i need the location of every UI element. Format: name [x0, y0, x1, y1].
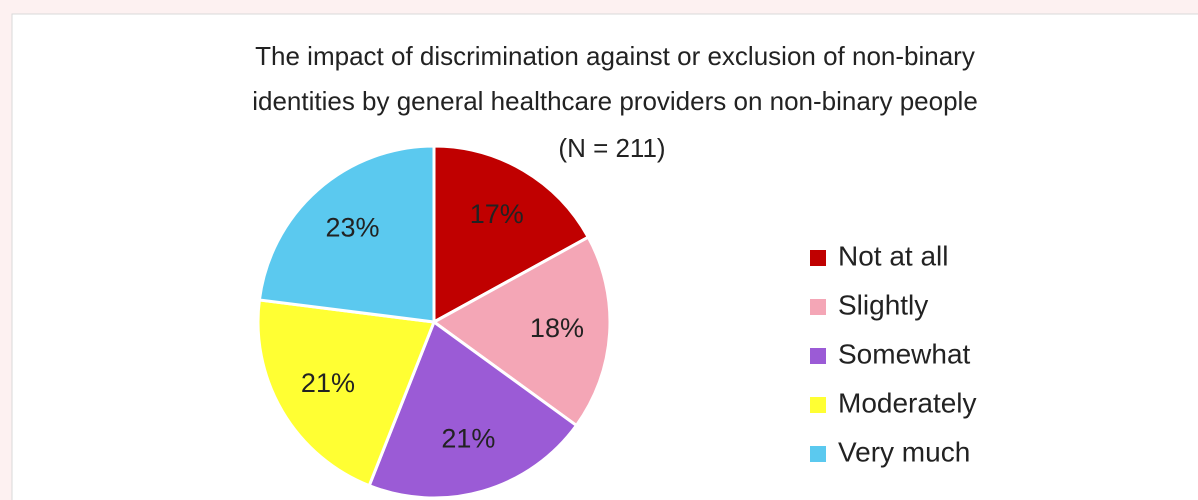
data-label: 17% [470, 199, 524, 229]
legend-label: Somewhat [838, 338, 971, 369]
data-label: 21% [441, 423, 495, 453]
legend-label: Very much [838, 436, 970, 467]
chart-area [11, 13, 1198, 500]
legend-label: Not at all [838, 240, 949, 271]
legend-swatch [810, 397, 826, 413]
legend-swatch [810, 299, 826, 315]
pie-slice [256, 298, 437, 488]
data-label: 23% [326, 213, 380, 243]
pie-slice [257, 144, 436, 324]
legend-swatch [810, 250, 826, 266]
pie-slice [432, 144, 591, 325]
data-label: 18% [530, 313, 584, 343]
chart-title: The impact of discrimination against or … [255, 41, 975, 71]
legend-swatch [810, 446, 826, 462]
legend-swatch [810, 348, 826, 364]
chart-subtitle: (N = 211) [558, 133, 665, 163]
pie-slice [431, 235, 612, 428]
data-label: 21% [301, 368, 355, 398]
pie-slice [367, 319, 579, 500]
legend-label: Moderately [838, 387, 977, 418]
chart-title: identities by general healthcare provide… [252, 86, 978, 116]
legend-label: Slightly [838, 289, 928, 320]
